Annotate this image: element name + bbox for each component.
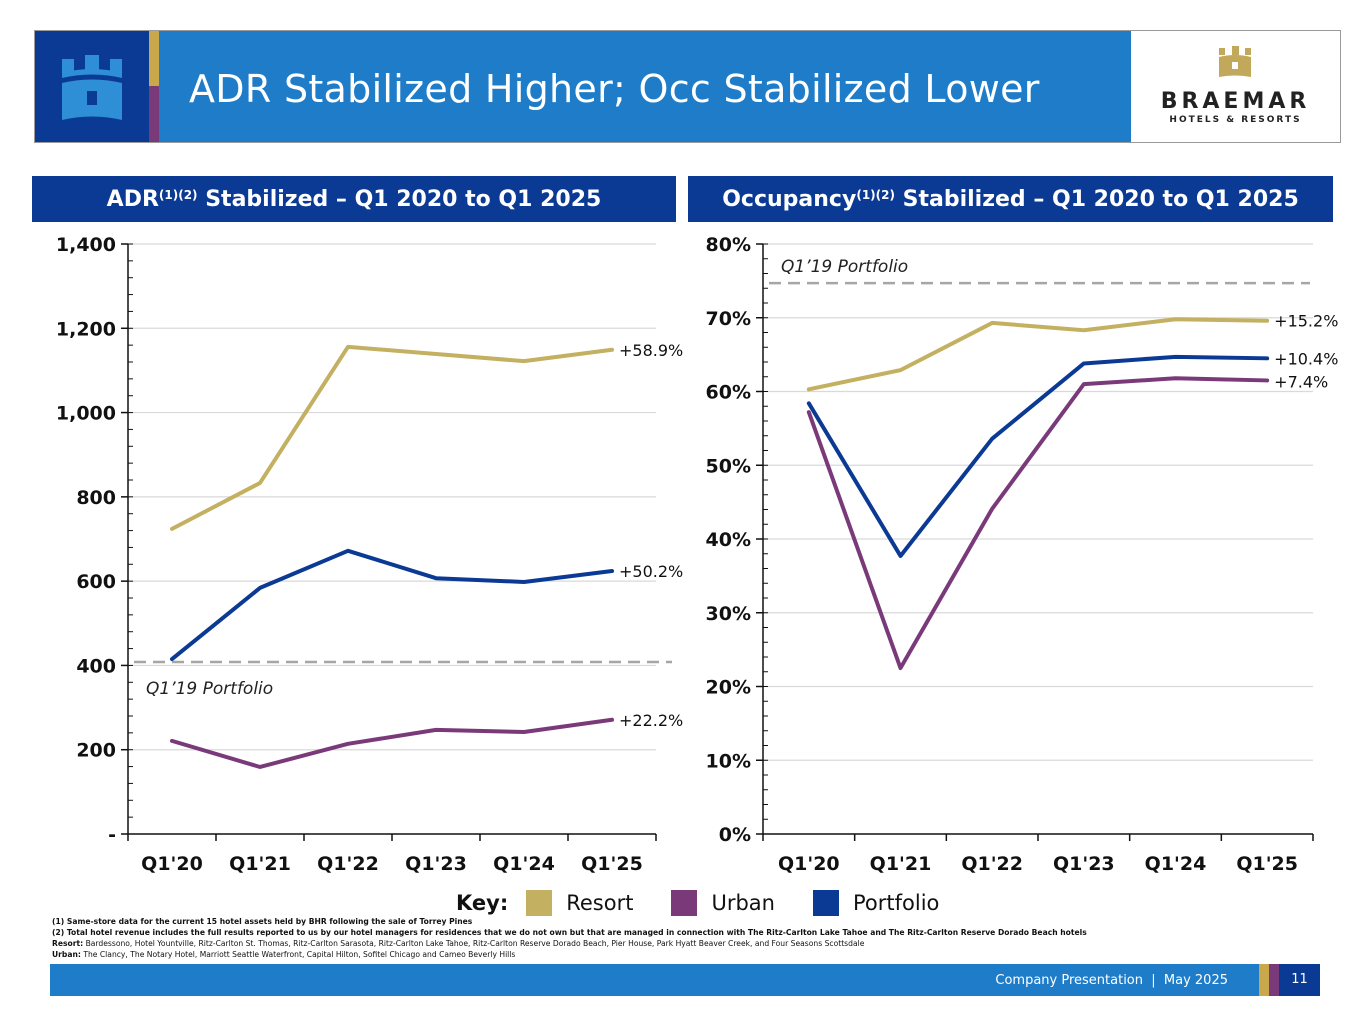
baseline-label: Q1’19 Portfolio — [146, 679, 273, 699]
adr-title-main: ADR — [106, 186, 159, 212]
urban-swatch — [671, 890, 698, 916]
castle-logo-icon — [1219, 46, 1251, 77]
castle-icon-box — [35, 31, 149, 142]
resort-swatch — [526, 890, 553, 916]
y-tick-label: - — [108, 824, 116, 846]
resort-end-label: +15.2% — [1274, 312, 1338, 331]
adr-title-footnote-ref: (1)(2) — [158, 188, 198, 202]
y-tick-label: 200 — [76, 740, 116, 762]
key-item-portfolio: Portfolio — [812, 890, 940, 916]
x-tick-label: Q1'20 — [141, 853, 203, 875]
y-tick-label: 800 — [76, 487, 116, 509]
y-tick-label: 1,000 — [56, 403, 116, 425]
footnote-resort-text: Bardessono, Hotel Yountville, Ritz-Carlt… — [83, 939, 865, 948]
x-tick-label: Q1'21 — [229, 853, 291, 875]
x-tick-label: Q1'24 — [493, 853, 555, 875]
y-tick-label: 1,200 — [56, 318, 116, 340]
resort-line — [806, 317, 1270, 392]
footer-accent-gold — [1259, 964, 1269, 996]
slide-footer: Company Presentation | May 2025 11 — [50, 964, 1320, 996]
castle-icon — [62, 55, 122, 120]
occupancy-title-rest: Stabilized – Q1 2020 to Q1 2025 — [894, 186, 1299, 212]
urban-line — [170, 717, 614, 769]
occupancy-title-footnote-ref: (1)(2) — [856, 188, 895, 202]
portfolio-line — [806, 354, 1270, 558]
resort-end-label: +58.9% — [619, 341, 683, 360]
y-tick-label: 30% — [706, 603, 751, 625]
key-item-label: Urban — [711, 891, 775, 915]
page-title: ADR Stabilized Higher; Occ Stabilized Lo… — [189, 67, 1040, 111]
x-tick-label: Q1'20 — [778, 853, 840, 875]
logo-subtitle: HOTELS & RESORTS — [1169, 115, 1302, 125]
portfolio-swatch — [812, 890, 839, 916]
footnote-urban: Urban: The Clancy, The Notary Hotel, Mar… — [52, 949, 1087, 960]
header-accent-gold — [149, 31, 159, 86]
key-label: Key: — [456, 891, 509, 915]
x-tick-label: Q1'24 — [1145, 853, 1207, 875]
y-tick-label: 70% — [706, 308, 751, 330]
footnote-urban-text: The Clancy, The Notary Hotel, Marriott S… — [80, 950, 516, 959]
y-tick-label: 40% — [706, 529, 751, 551]
header-bar — [159, 31, 1131, 142]
x-tick-label: Q1'25 — [581, 853, 643, 875]
key-item-resort: Resort — [526, 890, 633, 916]
y-tick-label: 80% — [706, 234, 751, 256]
y-tick-label: 20% — [706, 677, 751, 699]
urban-end-label: +22.2% — [619, 711, 683, 730]
y-tick-label: 10% — [706, 750, 751, 772]
y-tick-label: 400 — [76, 655, 116, 677]
portfolio-end-label: +50.2% — [619, 562, 683, 581]
y-tick-label: 1,400 — [56, 234, 116, 256]
x-tick-label: Q1'23 — [405, 853, 467, 875]
x-tick-label: Q1'23 — [1053, 853, 1115, 875]
key-item-urban: Urban — [671, 890, 775, 916]
portfolio-end-label: +10.4% — [1274, 349, 1338, 368]
footnote-resort: Resort: Bardessono, Hotel Yountville, Ri… — [52, 938, 1087, 949]
footnote-1: (1) Same-store data for the current 15 h… — [52, 917, 473, 926]
header-accent-purple — [149, 86, 159, 142]
footnote-2: (2) Total hotel revenue includes the ful… — [52, 928, 1087, 937]
x-tick-label: Q1'21 — [870, 853, 932, 875]
footer-accent-purple — [1269, 964, 1279, 996]
key-item-label: Resort — [566, 891, 634, 915]
resort-line — [170, 344, 614, 531]
y-tick-label: 600 — [76, 571, 116, 593]
y-tick-label: 60% — [706, 382, 751, 404]
x-tick-label: Q1'22 — [961, 853, 1023, 875]
footnote-resort-label: Resort: — [52, 939, 84, 948]
occupancy-title-main: Occupancy — [722, 186, 857, 212]
occupancy-panel-header: Occupancy (1)(2) Stabilized – Q1 2020 to … — [688, 176, 1333, 222]
adr-chart: - 200 400 600 800 1,000 1,200 1,400 Q1'20 Q1'21 Q1… — [56, 234, 683, 875]
x-tick-label: Q1'22 — [317, 853, 379, 875]
adr-panel-header: ADR (1)(2) Stabilized – Q1 2020 to Q1 202… — [32, 176, 676, 222]
footer-text: Company Presentation | May 2025 — [995, 973, 1228, 988]
footnotes: (1) Same-store data for the current 15 h… — [52, 916, 1087, 960]
portfolio-line — [170, 548, 614, 662]
x-tick-label: Q1'25 — [1236, 853, 1298, 875]
urban-line — [806, 376, 1270, 671]
baseline-label: Q1’19 Portfolio — [781, 257, 908, 277]
footnote-urban-label: Urban: — [52, 950, 81, 959]
adr-title-rest: Stabilized – Q1 2020 to Q1 2025 — [197, 186, 602, 212]
y-tick-label: 0% — [719, 824, 751, 846]
logo-name: BRAEMAR — [1160, 89, 1311, 114]
slide-header: ADR Stabilized Higher; Occ Stabilized Lo… — [34, 30, 1341, 143]
chart-key: Key: Resort Urban Portfolio — [456, 890, 977, 916]
y-tick-label: 50% — [706, 455, 751, 477]
urban-end-label: +7.4% — [1274, 372, 1328, 391]
key-item-label: Portfolio — [852, 891, 940, 915]
occupancy-chart: 0% 10% 20% 30% 40% 50% 60% 70% 80% Q1'20 Q1'21 Q1'2… — [706, 234, 1339, 875]
page-number: 11 — [1279, 964, 1320, 996]
braemar-logo: BRAEMAR HOTELS & RESORTS — [1131, 31, 1340, 142]
